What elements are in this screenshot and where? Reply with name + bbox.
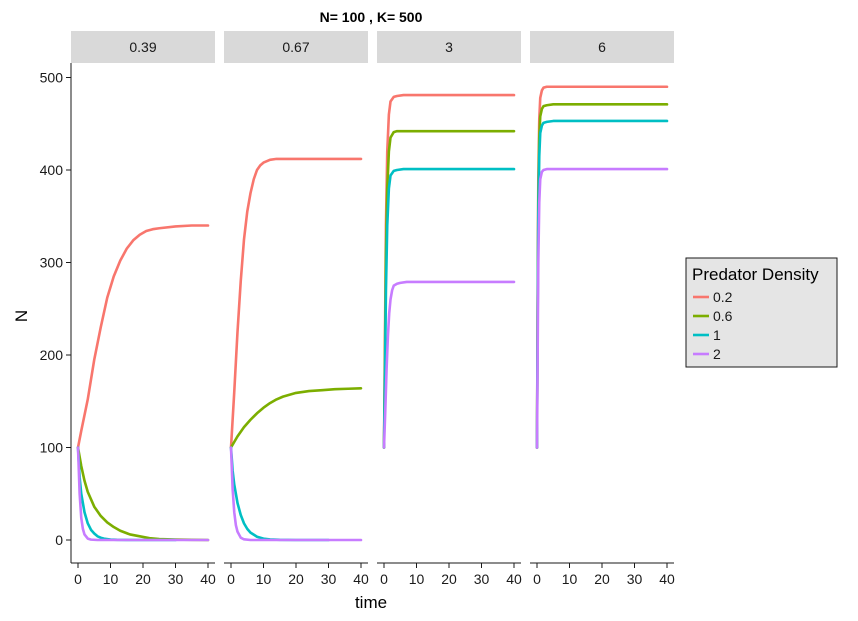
x-tick-label: 10 [256, 571, 272, 587]
x-axis-title: time [355, 593, 387, 612]
x-tick-label: 20 [594, 571, 610, 587]
y-tick-label: 200 [40, 347, 64, 363]
y-tick-label: 400 [40, 162, 64, 178]
facet-panel: 0.39 0 10 20 30 40 [71, 31, 216, 587]
x-tick-label: 30 [627, 571, 643, 587]
x-tick-label: 40 [506, 571, 522, 587]
y-axis: 0 100 200 300 400 500 [40, 63, 72, 563]
facet-panel: 6 0 10 20 30 40 [530, 31, 675, 587]
y-tick-label: 300 [40, 255, 64, 271]
facet-strip-label: 3 [445, 39, 453, 55]
facet-strip-label: 0.39 [129, 39, 156, 55]
series-line-0-2 [229, 157, 363, 449]
x-tick-label: 10 [562, 571, 578, 587]
series-line-1 [76, 446, 177, 542]
x-tick-label: 30 [168, 571, 184, 587]
x-tick-label: 0 [227, 571, 235, 587]
series-line-2 [76, 446, 210, 542]
legend-entry: 1 [693, 327, 721, 343]
chart-title: N= 100 , K= 500 [320, 9, 423, 25]
series-line-0-2 [535, 85, 669, 449]
facet-panel: 0.67 0 10 20 30 40 [224, 31, 369, 587]
series-line-2 [535, 167, 669, 449]
legend-label: 0.2 [713, 289, 733, 305]
facet-strip [530, 31, 674, 63]
facet-strip-label: 6 [598, 39, 606, 55]
legend-label: 1 [713, 327, 721, 343]
y-tick-label: 100 [40, 440, 64, 456]
y-tick-label: 500 [40, 70, 64, 86]
x-tick-label: 30 [321, 571, 337, 587]
legend-entry: 2 [693, 346, 721, 362]
legend-entry: 0.2 [693, 289, 733, 305]
series-line-0-2 [382, 93, 516, 449]
y-axis-title: N [12, 310, 31, 322]
series-line-0-6 [229, 387, 363, 449]
legend-entry: 0.6 [693, 308, 733, 324]
series-line-0-6 [76, 446, 210, 542]
x-tick-label: 0 [380, 571, 388, 587]
series-line-1 [382, 167, 516, 449]
x-tick-label: 0 [74, 571, 82, 587]
x-tick-label: 40 [353, 571, 369, 587]
x-tick-label: 20 [135, 571, 151, 587]
legend-title: Predator Density [692, 265, 819, 284]
x-tick-label: 0 [533, 571, 541, 587]
series-line-2 [382, 280, 516, 449]
series-line-0-6 [382, 129, 516, 449]
facet-panel: 30 10 20 30 40 [377, 31, 522, 587]
x-tick-label: 40 [659, 571, 675, 587]
legend-label: 2 [713, 346, 721, 362]
legend-entries: 0.2 0.6 1 2 [693, 289, 733, 362]
series-line-1 [229, 446, 330, 542]
legend-label: 0.6 [713, 308, 733, 324]
legend: Predator Density 0.2 0.6 1 2 [685, 257, 838, 368]
x-tick-label: 10 [103, 571, 119, 587]
series-line-0-6 [535, 103, 669, 449]
y-tick-label: 0 [55, 532, 63, 548]
facet-strip-label: 0.67 [282, 39, 309, 55]
x-tick-label: 10 [409, 571, 425, 587]
x-tick-label: 20 [288, 571, 304, 587]
facet-strip [224, 31, 368, 63]
series-line-0-2 [76, 224, 210, 449]
facet-strip [377, 31, 521, 63]
legend-box [685, 257, 838, 368]
x-tick-label: 40 [200, 571, 216, 587]
x-tick-label: 30 [474, 571, 490, 587]
facet-strip [71, 31, 215, 63]
x-tick-label: 20 [441, 571, 457, 587]
series-line-2 [229, 446, 363, 542]
